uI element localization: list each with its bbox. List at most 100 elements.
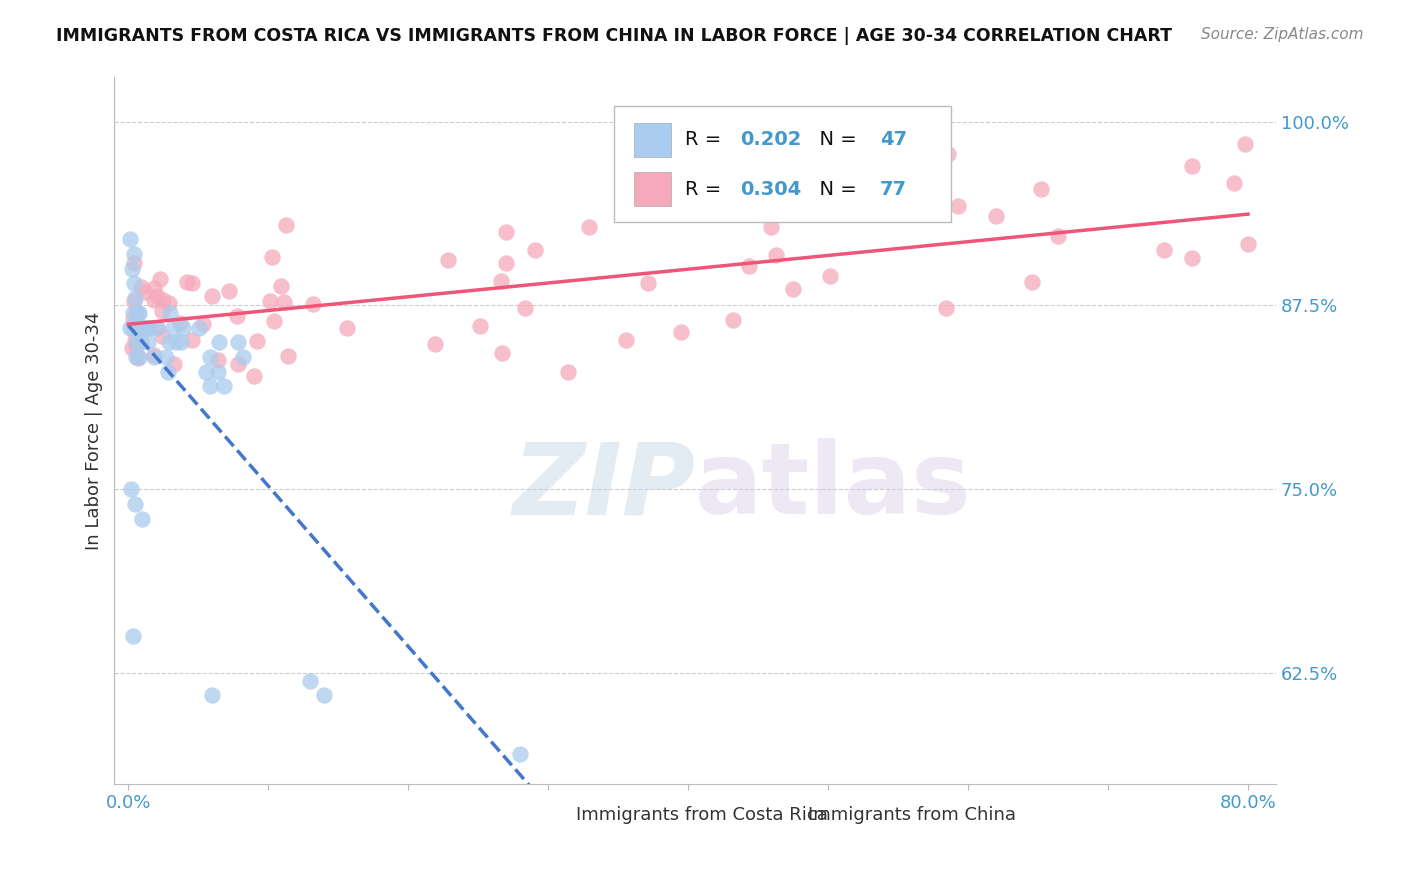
Point [134, 285, 156, 299]
Point [557, 365, 579, 379]
Point [226, 335, 249, 350]
Point [468, 318, 491, 333]
Point [124, 497, 146, 511]
Point [121, 320, 143, 334]
Point [218, 284, 240, 298]
Text: N =: N = [807, 179, 863, 199]
Point [1234, 136, 1257, 151]
Point [1029, 182, 1052, 196]
Point [120, 232, 142, 246]
Point [125, 335, 148, 350]
Point [150, 329, 173, 343]
Point [273, 294, 295, 309]
Point [143, 348, 166, 362]
Point [198, 379, 221, 393]
Point [134, 320, 156, 334]
Point [761, 220, 783, 235]
Point [314, 688, 336, 702]
Point [143, 293, 166, 308]
Point [193, 317, 215, 331]
Point [1181, 252, 1204, 266]
Point [150, 303, 173, 318]
Point [201, 289, 224, 303]
Point [495, 256, 517, 270]
Point [259, 294, 281, 309]
Point [128, 350, 150, 364]
Point [163, 357, 186, 371]
Text: Immigrants from China: Immigrants from China [808, 806, 1017, 824]
Text: 0.304: 0.304 [741, 179, 801, 199]
Point [437, 253, 460, 268]
Point [207, 353, 229, 368]
FancyBboxPatch shape [527, 801, 561, 830]
Point [721, 313, 744, 327]
Point [1237, 236, 1260, 251]
Point [162, 320, 184, 334]
Point [181, 334, 204, 348]
Text: Immigrants from Costa Rica: Immigrants from Costa Rica [575, 806, 827, 824]
FancyBboxPatch shape [634, 172, 671, 206]
Point [495, 225, 517, 239]
Point [135, 320, 157, 334]
Point [524, 244, 547, 258]
Point [121, 261, 143, 276]
Point [124, 315, 146, 329]
Point [489, 274, 512, 288]
Point [129, 335, 152, 350]
Point [146, 320, 169, 334]
Point [156, 365, 179, 379]
Point [165, 335, 187, 350]
Point [121, 341, 143, 355]
FancyBboxPatch shape [634, 122, 671, 156]
Point [423, 336, 446, 351]
Point [195, 365, 218, 379]
Point [152, 293, 174, 307]
Point [336, 321, 359, 335]
Point [578, 219, 600, 234]
Point [491, 346, 513, 360]
Point [200, 350, 222, 364]
Text: ZIP: ZIP [512, 439, 695, 535]
Point [225, 310, 247, 324]
Point [207, 365, 229, 379]
Point [124, 291, 146, 305]
Text: R =: R = [685, 130, 727, 149]
Point [131, 320, 153, 334]
Point [299, 673, 322, 688]
Point [187, 320, 209, 334]
Point [122, 277, 145, 291]
Point [121, 306, 143, 320]
Text: N =: N = [807, 130, 863, 149]
Point [671, 325, 693, 339]
Point [120, 483, 142, 497]
Point [1181, 159, 1204, 173]
Point [131, 320, 153, 334]
Point [1223, 176, 1246, 190]
Point [263, 314, 285, 328]
Text: 0.202: 0.202 [741, 130, 801, 149]
Point [245, 334, 267, 348]
Point [935, 301, 957, 315]
Point [138, 335, 160, 350]
Text: R =: R = [685, 179, 727, 199]
Point [1046, 229, 1069, 244]
Point [127, 351, 149, 365]
Point [984, 209, 1007, 223]
Point [143, 281, 166, 295]
Point [136, 320, 159, 334]
Point [120, 320, 142, 334]
Point [125, 350, 148, 364]
Point [277, 349, 299, 363]
Point [637, 276, 659, 290]
Point [765, 247, 787, 261]
Point [146, 289, 169, 303]
Point [169, 316, 191, 330]
Point [170, 335, 193, 350]
Text: atlas: atlas [695, 439, 972, 535]
FancyBboxPatch shape [614, 105, 950, 222]
Point [201, 688, 224, 702]
Point [149, 271, 172, 285]
Point [128, 306, 150, 320]
Point [1153, 243, 1175, 257]
Point [146, 320, 169, 334]
